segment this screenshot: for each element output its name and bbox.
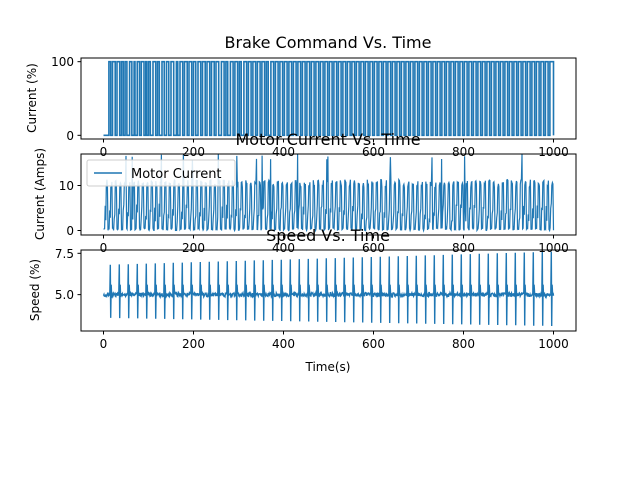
speed-xtick-label: 600 <box>362 337 385 351</box>
motor-current-ytick-label: 10 <box>59 179 74 193</box>
brake-xtick-label: 0 <box>100 145 108 159</box>
speed-xtick-label: 800 <box>452 337 475 351</box>
brake-xtick-label: 400 <box>272 145 295 159</box>
legend-box <box>86 159 236 187</box>
motor-current-xtick-label: 800 <box>452 241 475 255</box>
brake-frame <box>80 57 577 140</box>
motor-current-title: Motor Current Vs. Time <box>235 130 420 149</box>
speed-xtick-label: 400 <box>272 337 295 351</box>
speed-ylabel: Speed (%) <box>28 259 42 321</box>
brake-xtick-label: 800 <box>452 145 475 159</box>
brake-ylabel: Current (%) <box>25 63 39 133</box>
brake-ytick-label: 0 <box>66 129 74 143</box>
motor-current-xtick-label: 1000 <box>538 241 569 255</box>
motor-current-frame <box>80 153 577 236</box>
motor-current-xtick-label: 600 <box>362 241 385 255</box>
motor-current-ylabel: Current (Amps) <box>33 148 47 240</box>
brake-series <box>103 60 555 137</box>
motor-current-xtick-label: 0 <box>100 241 108 255</box>
speed-xtick-label: 200 <box>182 337 205 351</box>
brake-ytick-label: 100 <box>51 55 74 69</box>
legend-label: Motor Current <box>131 167 222 182</box>
motor-current-panel: 0 200 400 600 800 1000 0 10 Motor Current Vs. T… <box>33 130 577 255</box>
brake-command-panel: Brake Command Vs. Time Current (%) 0 200 4… <box>25 33 577 159</box>
brake-xtick-label: 600 <box>362 145 385 159</box>
legend: Motor Current <box>86 159 236 187</box>
motor-current-xtick-label: 400 <box>272 241 295 255</box>
brake-xtick-label: 1000 <box>538 145 569 159</box>
speed-ytick-label: 7.5 <box>55 247 74 261</box>
speed-xlabel: Time(s) <box>305 360 351 374</box>
speed-xtick-label: 0 <box>100 337 108 351</box>
motor-current-ytick-label: 0 <box>66 224 74 238</box>
speed-axes: 0 200 400 600 800 1000 5.0 7.5 <box>55 247 577 351</box>
brake-axes: 0 200 400 600 800 1000 0 100 <box>51 55 577 159</box>
brake-command-line <box>103 60 555 137</box>
speed-ytick-label: 5.0 <box>55 288 74 302</box>
speed-line <box>102 251 555 327</box>
speed-series <box>102 251 555 327</box>
speed-panel: 0 200 400 600 800 1000 5.0 7.5 Speed Vs. Time S… <box>28 226 577 374</box>
speed-frame <box>80 249 577 332</box>
brake-xtick-label: 200 <box>182 145 205 159</box>
motor-current-axes: 0 200 400 600 800 1000 0 10 <box>59 153 577 255</box>
motor-current-xtick-label: 200 <box>182 241 205 255</box>
speed-title: Speed Vs. Time <box>266 226 390 245</box>
brake-title: Brake Command Vs. Time <box>225 33 432 52</box>
speed-xtick-label: 1000 <box>538 337 569 351</box>
